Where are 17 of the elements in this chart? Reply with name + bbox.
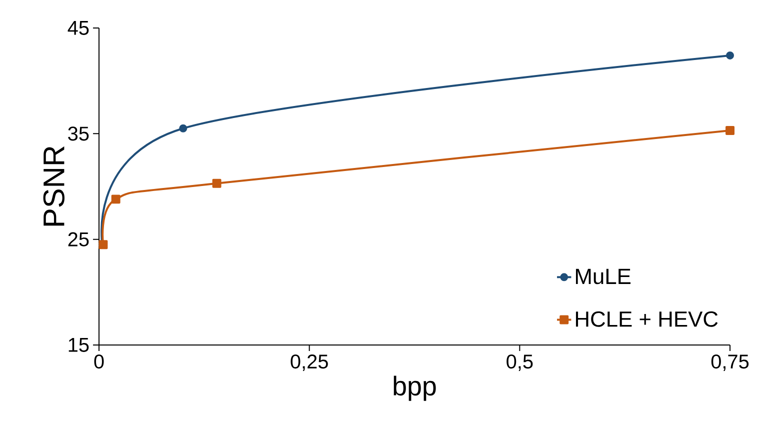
point [212,178,222,188]
x-axis-title: bpp [394,376,436,401]
x-tick-label: 0,75 [711,354,749,371]
x-tick-label: 0,25 [290,354,328,371]
point [726,51,734,60]
legend-label: HCLE + HEVC [576,311,718,327]
y-tick-label: 35 [68,126,89,141]
y-tick-label: 15 [68,338,89,352]
point [726,126,734,135]
x-tick-label: 0,5 [506,354,533,371]
legend-label: MuLE [576,268,630,284]
point [111,194,120,204]
x-tick-label: 0 [94,354,104,369]
y-tick-label: 25 [68,232,89,246]
point [179,124,188,132]
y-axis-title: PSNR [43,146,64,226]
y-tick-label: 45 [68,21,89,35]
